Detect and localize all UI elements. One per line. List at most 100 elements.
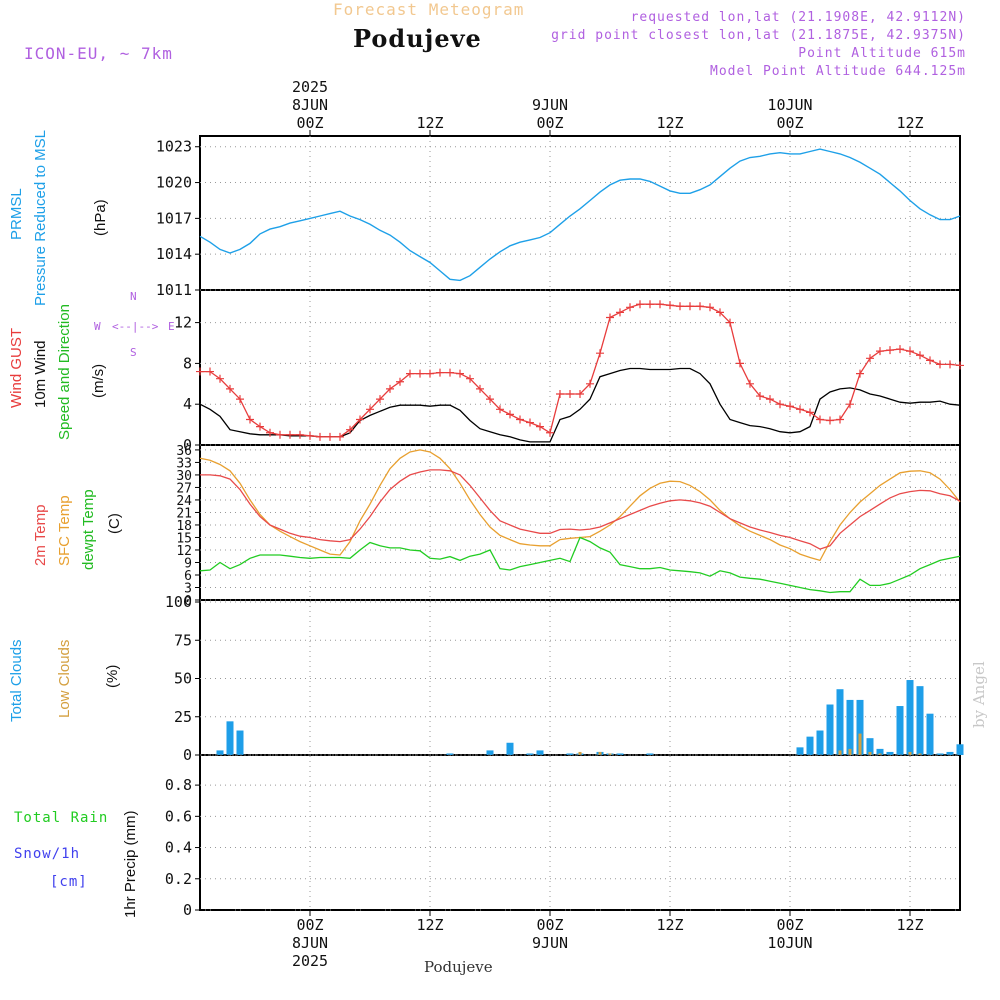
requested-coords: requested lon,lat (21.1908E, 42.9112N)	[630, 10, 966, 25]
wind-gust-marker	[436, 368, 444, 377]
wind-gust-marker	[406, 369, 414, 378]
panel-frame-4	[199, 754, 961, 911]
point-altitude: Point Altitude 615m	[798, 46, 966, 61]
wind-gust-marker	[606, 313, 614, 322]
total-cloud-bar	[886, 751, 894, 755]
wind-gust-marker	[476, 384, 484, 393]
wind-gust-marker	[466, 374, 474, 383]
footer-location: Podujeve	[424, 958, 493, 976]
y-tick-label: 6	[184, 569, 192, 584]
y-tick-label: 3	[184, 581, 192, 596]
model-point-altitude: Model Point Altitude 644.125m	[710, 64, 966, 79]
low-cloud-bar	[918, 753, 922, 755]
y-tick-label: 1011	[156, 281, 192, 299]
time-label-bottom: 00Z	[536, 916, 563, 934]
wind-gust-marker	[346, 425, 354, 434]
panel-frame-0	[199, 135, 961, 291]
wind-gust-marker	[426, 369, 434, 378]
total-cloud-bar	[236, 730, 244, 755]
wind-gust-marker	[636, 300, 644, 309]
total-cloud-bar	[226, 721, 234, 755]
wind-gust-marker	[746, 379, 754, 388]
total-cloud-bar	[876, 748, 884, 755]
wind-gust-marker	[446, 368, 454, 377]
wind-gust-marker	[266, 428, 274, 437]
date-label-top: 9JUN	[532, 96, 568, 114]
wind-gust-marker	[866, 354, 874, 363]
model-label: ICON-EU, ~ 7km	[24, 44, 173, 63]
wind-gust-marker	[556, 390, 564, 398]
y-tick-label: 15	[176, 531, 192, 546]
year-label-top: 2025	[292, 78, 328, 96]
dewpoint-line	[199, 536, 961, 594]
low-cloud-bar	[608, 753, 612, 755]
wind-gust-marker	[376, 395, 384, 404]
wind-gust-marker	[926, 356, 934, 365]
low-cloud-bar	[598, 751, 602, 755]
year-label-bottom: 2025	[292, 952, 328, 970]
y-tick-label: 0	[183, 746, 192, 764]
date-label-top: 10JUN	[767, 96, 812, 114]
compass-south: S	[130, 346, 137, 359]
y-tick-label: 30	[176, 469, 192, 484]
y-tick-label: 12	[174, 314, 192, 332]
wind-gust-marker	[256, 422, 264, 431]
total-cloud-bar	[526, 753, 534, 755]
wind-gust-marker	[216, 374, 224, 383]
sfc-temp-line	[199, 449, 961, 562]
temp-2m-line	[200, 469, 961, 550]
y-tick-label: 1017	[156, 209, 192, 227]
total-cloud-bar	[936, 753, 944, 755]
wind-gust-marker	[766, 395, 774, 404]
wind-gust-marker	[396, 377, 404, 386]
y-tick-label: 27	[176, 481, 192, 496]
wind-gust-marker	[196, 367, 204, 376]
wind-gust-marker	[486, 395, 494, 404]
total-cloud-bar	[826, 704, 834, 755]
wind-gust-marker	[316, 432, 324, 441]
low-cloud-bar	[868, 751, 872, 755]
compass-west: W	[94, 320, 101, 333]
wind-gust-marker	[816, 415, 824, 424]
total-cloud-bar	[956, 744, 964, 755]
y-tick-label: 0	[183, 436, 192, 454]
wind-gust-marker	[856, 369, 864, 378]
y-tick-label: 25	[174, 708, 192, 726]
wind-gust-marker	[706, 303, 714, 312]
wind-gust-marker	[916, 351, 924, 360]
total-cloud-bar	[816, 730, 824, 755]
y-tick-label: 50	[174, 670, 192, 688]
wind-gust-marker	[726, 318, 734, 327]
wind-gust-marker	[336, 432, 344, 441]
y-tick-label: 0.8	[165, 776, 192, 794]
wind-gust-marker	[596, 349, 604, 358]
wind-gust-marker	[936, 360, 944, 369]
total-cloud-bar	[926, 713, 934, 755]
wind-gust-marker	[356, 415, 364, 424]
wind-gust-marker	[896, 345, 904, 354]
time-label-bottom: 12Z	[656, 916, 683, 934]
wind-gust-marker	[796, 405, 804, 414]
y-tick-label: 0.2	[165, 870, 192, 888]
total-cloud-bar	[896, 706, 904, 755]
wind-gust-marker	[416, 369, 424, 378]
time-label-top: 00Z	[536, 114, 563, 132]
panel-frame-3	[199, 599, 961, 756]
wind-gust-marker	[296, 430, 304, 439]
pressure-line	[199, 148, 961, 282]
wind-gust-marker	[686, 302, 694, 311]
wind-gust-marker	[756, 392, 764, 401]
compass-north: N	[130, 290, 137, 303]
total-rain-label: Total Rain	[14, 810, 109, 826]
total-cloud-bar	[806, 736, 814, 755]
panel-frame-2	[199, 444, 961, 601]
wind-gust-marker	[946, 360, 954, 369]
wind-gust-marker	[716, 308, 724, 317]
time-label-top: 12Z	[416, 114, 443, 132]
time-label-bottom: 00Z	[296, 916, 323, 934]
y-tick-label: 0	[183, 901, 192, 919]
wind-gust-marker	[676, 302, 684, 311]
wind-gust-marker	[586, 379, 594, 388]
wind-gust-marker	[566, 390, 574, 398]
